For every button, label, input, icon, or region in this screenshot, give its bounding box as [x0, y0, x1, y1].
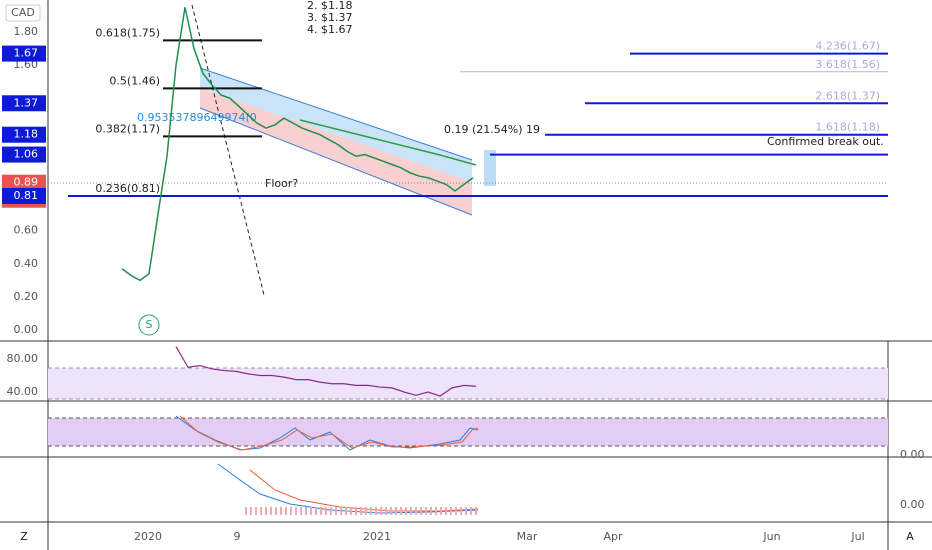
time-tick-label: 2021 — [363, 530, 391, 543]
annotation: 0.19 (21.54%) 19 — [444, 123, 540, 136]
note: 4. $1.67 — [307, 23, 352, 36]
target-label: 3.618(1.56) — [815, 58, 880, 71]
rsi-tick-label: 40.00 — [7, 385, 39, 398]
price-badge — [2, 45, 46, 62]
target-label: 2.618(1.37) — [815, 89, 880, 102]
fib-label: 0.618(1.75) — [95, 26, 160, 39]
price-badge — [2, 95, 46, 112]
stoch-d — [179, 415, 479, 451]
fib-label: 0.236(0.81) — [95, 182, 160, 195]
channel-line — [199, 107, 473, 216]
note: 3. $1.37 — [307, 11, 352, 24]
channel-lower — [200, 88, 472, 215]
note: 2. $1.18 — [307, 0, 352, 12]
target-label: 4.236(1.67) — [815, 40, 880, 53]
price-tick-label: 1.80 — [14, 25, 39, 38]
time-tick-label: Jun — [762, 530, 780, 543]
price-badge — [2, 187, 46, 204]
time-tick-label: 2020 — [134, 530, 162, 543]
projection-box — [484, 150, 496, 186]
moving-average — [299, 119, 477, 166]
corner-right[interactable]: A — [906, 530, 914, 543]
price-tick-label: 0.40 — [14, 257, 39, 270]
rsi-band — [48, 368, 888, 399]
price-badge-label: 0.89 — [14, 176, 39, 189]
currency: CAD — [11, 6, 35, 19]
macd-zero: 0.00 — [900, 498, 925, 511]
study-icon[interactable] — [138, 314, 160, 336]
channel-line — [199, 67, 473, 161]
channel-upper — [200, 68, 472, 182]
price-tick-label: 0.60 — [14, 224, 39, 237]
annotation: Floor? — [265, 177, 298, 190]
osc-zero: 0.00 — [900, 448, 925, 461]
price-badge — [2, 146, 46, 163]
price-badge — [2, 126, 46, 143]
price-badge-label: 0.81 — [14, 189, 39, 202]
target-label: 1.618(1.18) — [815, 121, 880, 134]
price-badge-label: 1.06 — [14, 148, 39, 161]
currency-badge — [5, 4, 41, 22]
stoch-band — [48, 418, 888, 446]
rsi-tick-label: 80.00 — [7, 352, 39, 365]
price-tick-label: 0.20 — [14, 290, 39, 303]
fib-label: 0.5(1.46) — [109, 74, 160, 87]
price-line — [121, 7, 474, 282]
study-icon-label[interactable]: S — [146, 318, 153, 331]
price-badge-label: 1.37 — [14, 96, 39, 109]
rsi-line — [175, 346, 477, 397]
price-badge — [2, 174, 46, 191]
time-tick-label: Apr — [603, 530, 623, 543]
time-tick-label: Mar — [517, 530, 538, 543]
corner-left[interactable]: Z — [20, 530, 28, 543]
price-badge-label: 1.67 — [14, 47, 39, 60]
dashed-projection — [191, 4, 265, 296]
time-tick-label: 9 — [234, 530, 241, 543]
price-tick-label: 0.00 — [14, 323, 39, 336]
fib-label: 0.382(1.17) — [95, 122, 160, 135]
annotation: 0.95353789649974(0 — [137, 111, 257, 124]
time-tick-label: Jul — [850, 530, 864, 543]
annotation: Confirmed break out. — [767, 135, 884, 148]
price-badge-label: 1.18 — [14, 128, 39, 141]
